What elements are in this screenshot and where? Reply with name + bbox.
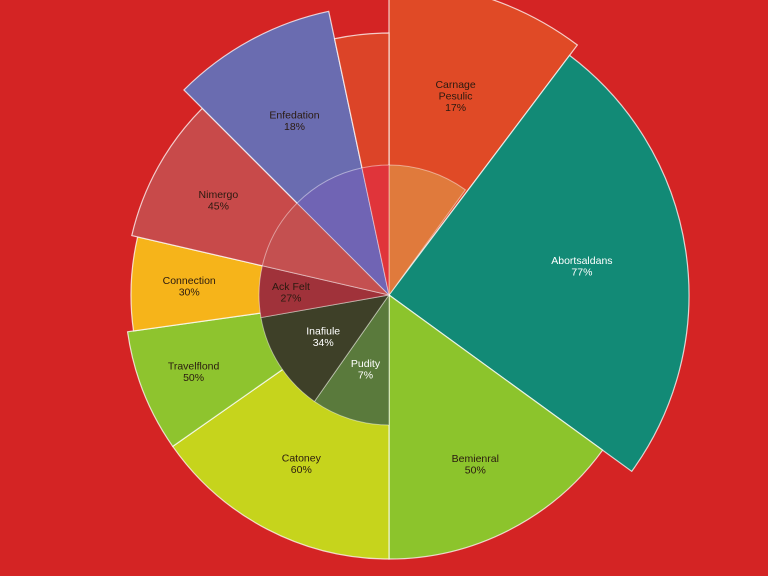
outer-bemienral-value-label: 50% bbox=[465, 465, 486, 477]
outer-catoney-value-label: 60% bbox=[291, 464, 312, 476]
outer-slice-bemienral bbox=[388, 293, 604, 560]
inner-pudity-value-label: 7% bbox=[358, 370, 373, 382]
outer-enfedation-value-label: 18% bbox=[284, 121, 305, 133]
inner-slice-unlabeled-5 bbox=[296, 167, 390, 297]
outer-enfedation-name-label: Enfedation bbox=[269, 110, 319, 122]
inner-slice-unlabeled-6 bbox=[361, 164, 390, 296]
outer-bemienral-name-label: Bemienral bbox=[452, 453, 499, 465]
inner-inafiule-value-label: 34% bbox=[313, 337, 334, 349]
inner-slice-inafiule bbox=[260, 294, 391, 403]
inner-slice-pudity bbox=[313, 293, 390, 426]
outer-travelflond-value-label: 50% bbox=[183, 372, 204, 384]
inner-ring bbox=[258, 164, 467, 426]
inner-inafiule-name-label: Inafiule bbox=[306, 326, 340, 338]
outer-carnage-pesulic-value-label: 17% bbox=[445, 102, 466, 114]
outer-connection-name-label: Connection bbox=[163, 275, 216, 287]
inner-ack-felt-name-label: Ack Felt bbox=[272, 281, 310, 293]
inner-slice-unlabeled-4 bbox=[261, 202, 391, 296]
outer-abortsaldans-value-label: 77% bbox=[571, 266, 592, 278]
outer-carnage-pesulic-name-label: Pesulic bbox=[439, 90, 473, 102]
inner-slice-ack-felt bbox=[258, 265, 390, 319]
inner-ack-felt-value-label: 27% bbox=[280, 293, 301, 305]
outer-travelflond-name-label: Travelflond bbox=[168, 361, 220, 373]
outer-abortsaldans-name-label: Abortsaldans bbox=[551, 255, 612, 267]
outer-slice-abortsaldans bbox=[388, 54, 690, 473]
outer-nimergo-name-label: Nimergo bbox=[199, 189, 239, 201]
inner-slice-unlabeled-0 bbox=[388, 164, 467, 297]
outer-nimergo-value-label: 45% bbox=[208, 201, 229, 213]
outer-catoney-name-label: Catoney bbox=[282, 452, 322, 464]
outer-connection-value-label: 30% bbox=[179, 287, 200, 299]
inner-pudity-name-label: Pudity bbox=[351, 358, 381, 370]
outer-carnage-pesulic-name-label: Carnage bbox=[435, 79, 475, 91]
